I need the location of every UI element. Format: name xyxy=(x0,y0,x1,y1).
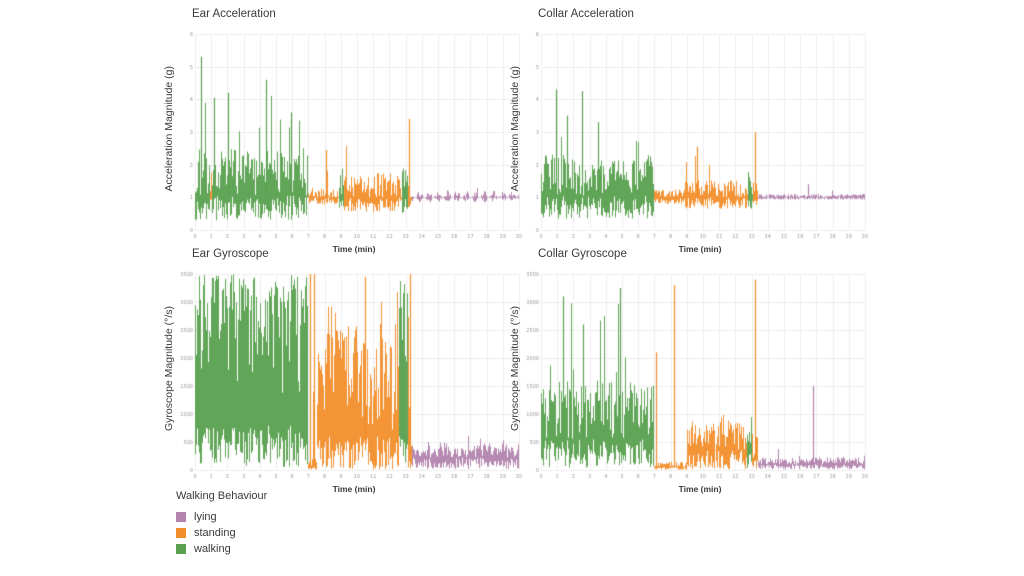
legend-label-lying: lying xyxy=(194,511,217,523)
legend-item-walking: walking xyxy=(176,541,267,557)
legend-title: Walking Behaviour xyxy=(176,490,268,502)
collar-gyroscope-plot-canvas xyxy=(524,268,870,486)
y-axis-label-ear-acceleration: Acceleration Magnitude (g) xyxy=(163,66,175,192)
chart-title-ear-gyroscope: Ear Gyroscope xyxy=(192,248,269,260)
y-axis-label-collar-acceleration: Acceleration Magnitude (g) xyxy=(509,66,521,192)
walking-behaviour-legend: Walking Behaviour lying standing walking xyxy=(176,490,267,557)
chart-panel-ear-gyroscope: Ear Gyroscope Gyroscope Magnitude (°/s) … xyxy=(160,248,528,494)
walking-color-swatch xyxy=(176,544,186,554)
legend-label-walking: walking xyxy=(194,543,231,555)
x-axis-label-collar-acceleration: Time (min) xyxy=(678,244,722,254)
chart-panel-collar-acceleration: Collar Acceleration Acceleration Magnitu… xyxy=(506,8,874,254)
lying-color-swatch xyxy=(176,512,186,522)
x-axis-label-ear-acceleration: Time (min) xyxy=(332,244,376,254)
x-axis-label-collar-gyroscope: Time (min) xyxy=(678,484,722,494)
ear-acceleration-plot-canvas xyxy=(178,28,524,246)
legend-item-standing: standing xyxy=(176,525,267,541)
collar-acceleration-plot-canvas xyxy=(524,28,870,246)
legend-item-lying: lying xyxy=(176,509,267,525)
x-axis-label-ear-gyroscope: Time (min) xyxy=(332,484,376,494)
chart-panel-collar-gyroscope: Collar Gyroscope Gyroscope Magnitude (°/… xyxy=(506,248,874,494)
chart-title-collar-acceleration: Collar Acceleration xyxy=(538,8,634,20)
standing-color-swatch xyxy=(176,528,186,538)
chart-title-collar-gyroscope: Collar Gyroscope xyxy=(538,248,627,260)
chart-title-ear-acceleration: Ear Acceleration xyxy=(192,8,276,20)
ear-gyroscope-plot-canvas xyxy=(178,268,524,486)
legend-label-standing: standing xyxy=(194,527,236,539)
y-axis-label-collar-gyroscope: Gyroscope Magnitude (°/s) xyxy=(509,306,521,432)
chart-panel-ear-acceleration: Ear Acceleration Acceleration Magnitude … xyxy=(160,8,528,254)
y-axis-label-ear-gyroscope: Gyroscope Magnitude (°/s) xyxy=(163,306,175,432)
